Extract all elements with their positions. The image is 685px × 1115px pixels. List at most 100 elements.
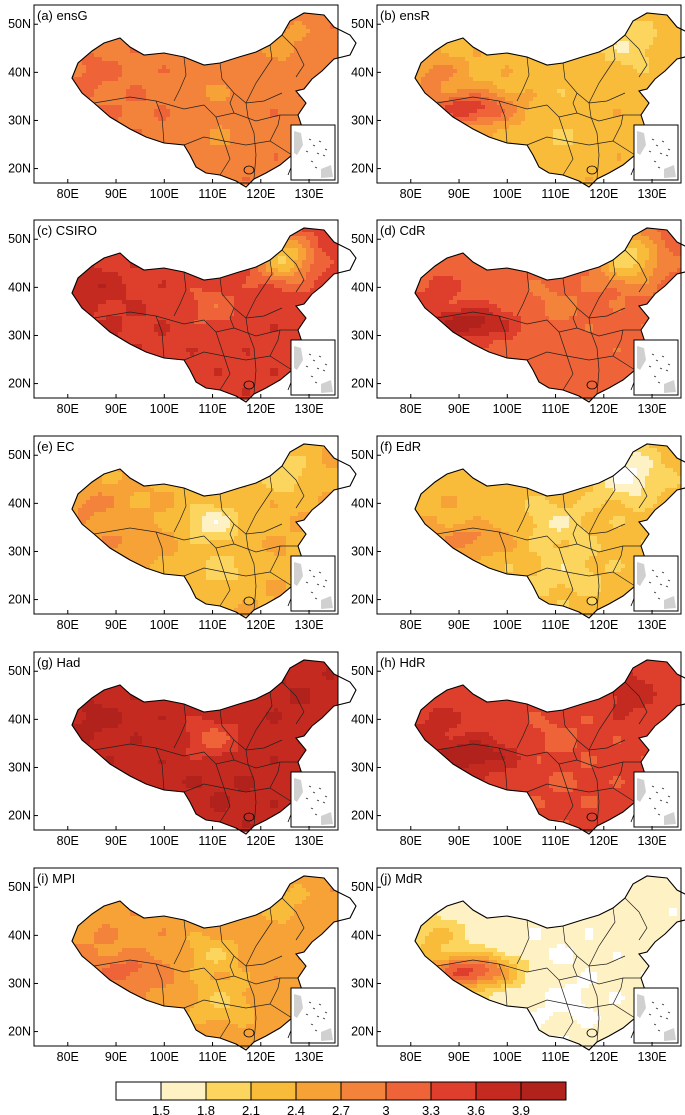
heat-cell xyxy=(282,85,287,90)
heat-cell xyxy=(130,53,135,58)
heat-cell xyxy=(330,69,335,74)
heat-cell xyxy=(122,153,127,158)
heat-cell xyxy=(385,37,389,41)
heat-cell xyxy=(302,113,307,118)
heat-cell xyxy=(469,61,474,66)
heat-cell xyxy=(302,65,307,70)
heat-cell xyxy=(597,57,602,62)
heat-cell xyxy=(72,113,75,118)
heat-cell xyxy=(262,125,267,130)
heat-cell xyxy=(278,13,283,18)
heat-cell xyxy=(98,45,103,50)
heat-cell xyxy=(118,57,123,62)
heat-cell xyxy=(238,21,243,26)
heat-cell xyxy=(625,61,630,66)
heat-cell xyxy=(270,129,275,134)
heat-cell xyxy=(565,13,570,18)
heat-cell xyxy=(102,109,107,114)
heat-cell xyxy=(58,73,62,77)
heat-cell xyxy=(501,57,506,62)
heat-cell xyxy=(505,17,510,22)
heat-cell xyxy=(110,69,115,74)
heat-cell xyxy=(453,13,458,14)
heat-cell xyxy=(146,101,151,106)
heat-cell xyxy=(50,73,54,77)
heat-cell xyxy=(106,109,111,114)
heat-cell xyxy=(154,13,159,18)
heat-cell xyxy=(457,57,462,62)
heat-cell xyxy=(330,97,335,102)
heat-cell xyxy=(106,93,111,98)
heat-cell xyxy=(565,5,569,9)
heat-cell xyxy=(142,117,147,122)
heat-cell xyxy=(34,25,38,29)
heat-cell xyxy=(242,81,247,86)
heat-cell xyxy=(601,73,606,78)
heat-cell xyxy=(46,153,50,157)
heat-cell xyxy=(286,145,291,150)
heat-cell xyxy=(194,113,199,118)
heat-cell xyxy=(214,85,219,90)
heat-cell xyxy=(102,69,107,74)
heat-cell xyxy=(234,105,239,110)
heat-cell xyxy=(170,49,175,54)
heat-cell xyxy=(489,13,494,14)
heat-cell xyxy=(94,77,99,82)
heat-cell xyxy=(62,89,66,93)
heat-cell xyxy=(102,57,107,62)
heat-cell xyxy=(230,133,235,138)
heat-cell xyxy=(278,93,283,98)
heat-cell xyxy=(657,65,662,70)
heat-cell xyxy=(274,53,279,58)
heat-cell xyxy=(581,61,586,66)
heat-cell xyxy=(74,77,79,82)
heat-cell xyxy=(126,33,131,38)
heat-cell xyxy=(74,125,79,130)
heat-cell xyxy=(282,141,287,146)
heat-cell xyxy=(314,53,319,58)
heat-cell xyxy=(190,165,195,170)
heat-cell xyxy=(246,13,251,14)
heat-cell xyxy=(90,173,95,178)
heat-cell xyxy=(134,153,139,158)
heat-cell xyxy=(114,165,119,170)
heat-cell xyxy=(669,69,674,74)
heat-cell xyxy=(134,49,139,54)
heat-cell xyxy=(377,61,381,65)
heat-cell xyxy=(294,41,299,46)
heat-cell xyxy=(557,53,562,58)
heat-cell xyxy=(170,149,175,154)
heat-cell xyxy=(130,101,135,106)
heat-cell xyxy=(166,121,171,126)
heat-cell xyxy=(54,61,58,65)
heat-cell xyxy=(230,17,235,22)
heat-cell xyxy=(102,25,107,30)
heat-cell xyxy=(190,113,195,118)
heat-cell xyxy=(326,69,331,74)
heat-cell xyxy=(541,53,546,58)
heat-cell xyxy=(286,153,291,158)
heat-cell xyxy=(74,101,79,106)
heat-cell xyxy=(150,81,155,86)
heat-cell xyxy=(66,37,70,41)
heat-cell xyxy=(138,81,143,86)
heat-cell xyxy=(585,69,590,74)
heat-cell xyxy=(409,65,413,69)
heat-cell xyxy=(673,45,678,50)
heat-cell xyxy=(62,161,66,165)
heat-cell xyxy=(585,61,590,66)
heat-cell xyxy=(629,77,634,82)
heat-cell xyxy=(318,117,323,122)
heat-cell xyxy=(577,65,582,70)
heat-cell xyxy=(190,5,194,9)
heat-cell xyxy=(469,13,474,14)
heat-cell xyxy=(126,125,131,130)
heat-cell xyxy=(477,37,482,42)
heat-cell xyxy=(174,65,179,70)
heat-cell xyxy=(250,13,255,18)
heat-cell xyxy=(433,37,438,42)
heat-cell xyxy=(82,89,87,94)
heat-cell xyxy=(429,41,434,46)
heat-cell xyxy=(94,121,99,126)
heat-cell xyxy=(230,13,235,14)
